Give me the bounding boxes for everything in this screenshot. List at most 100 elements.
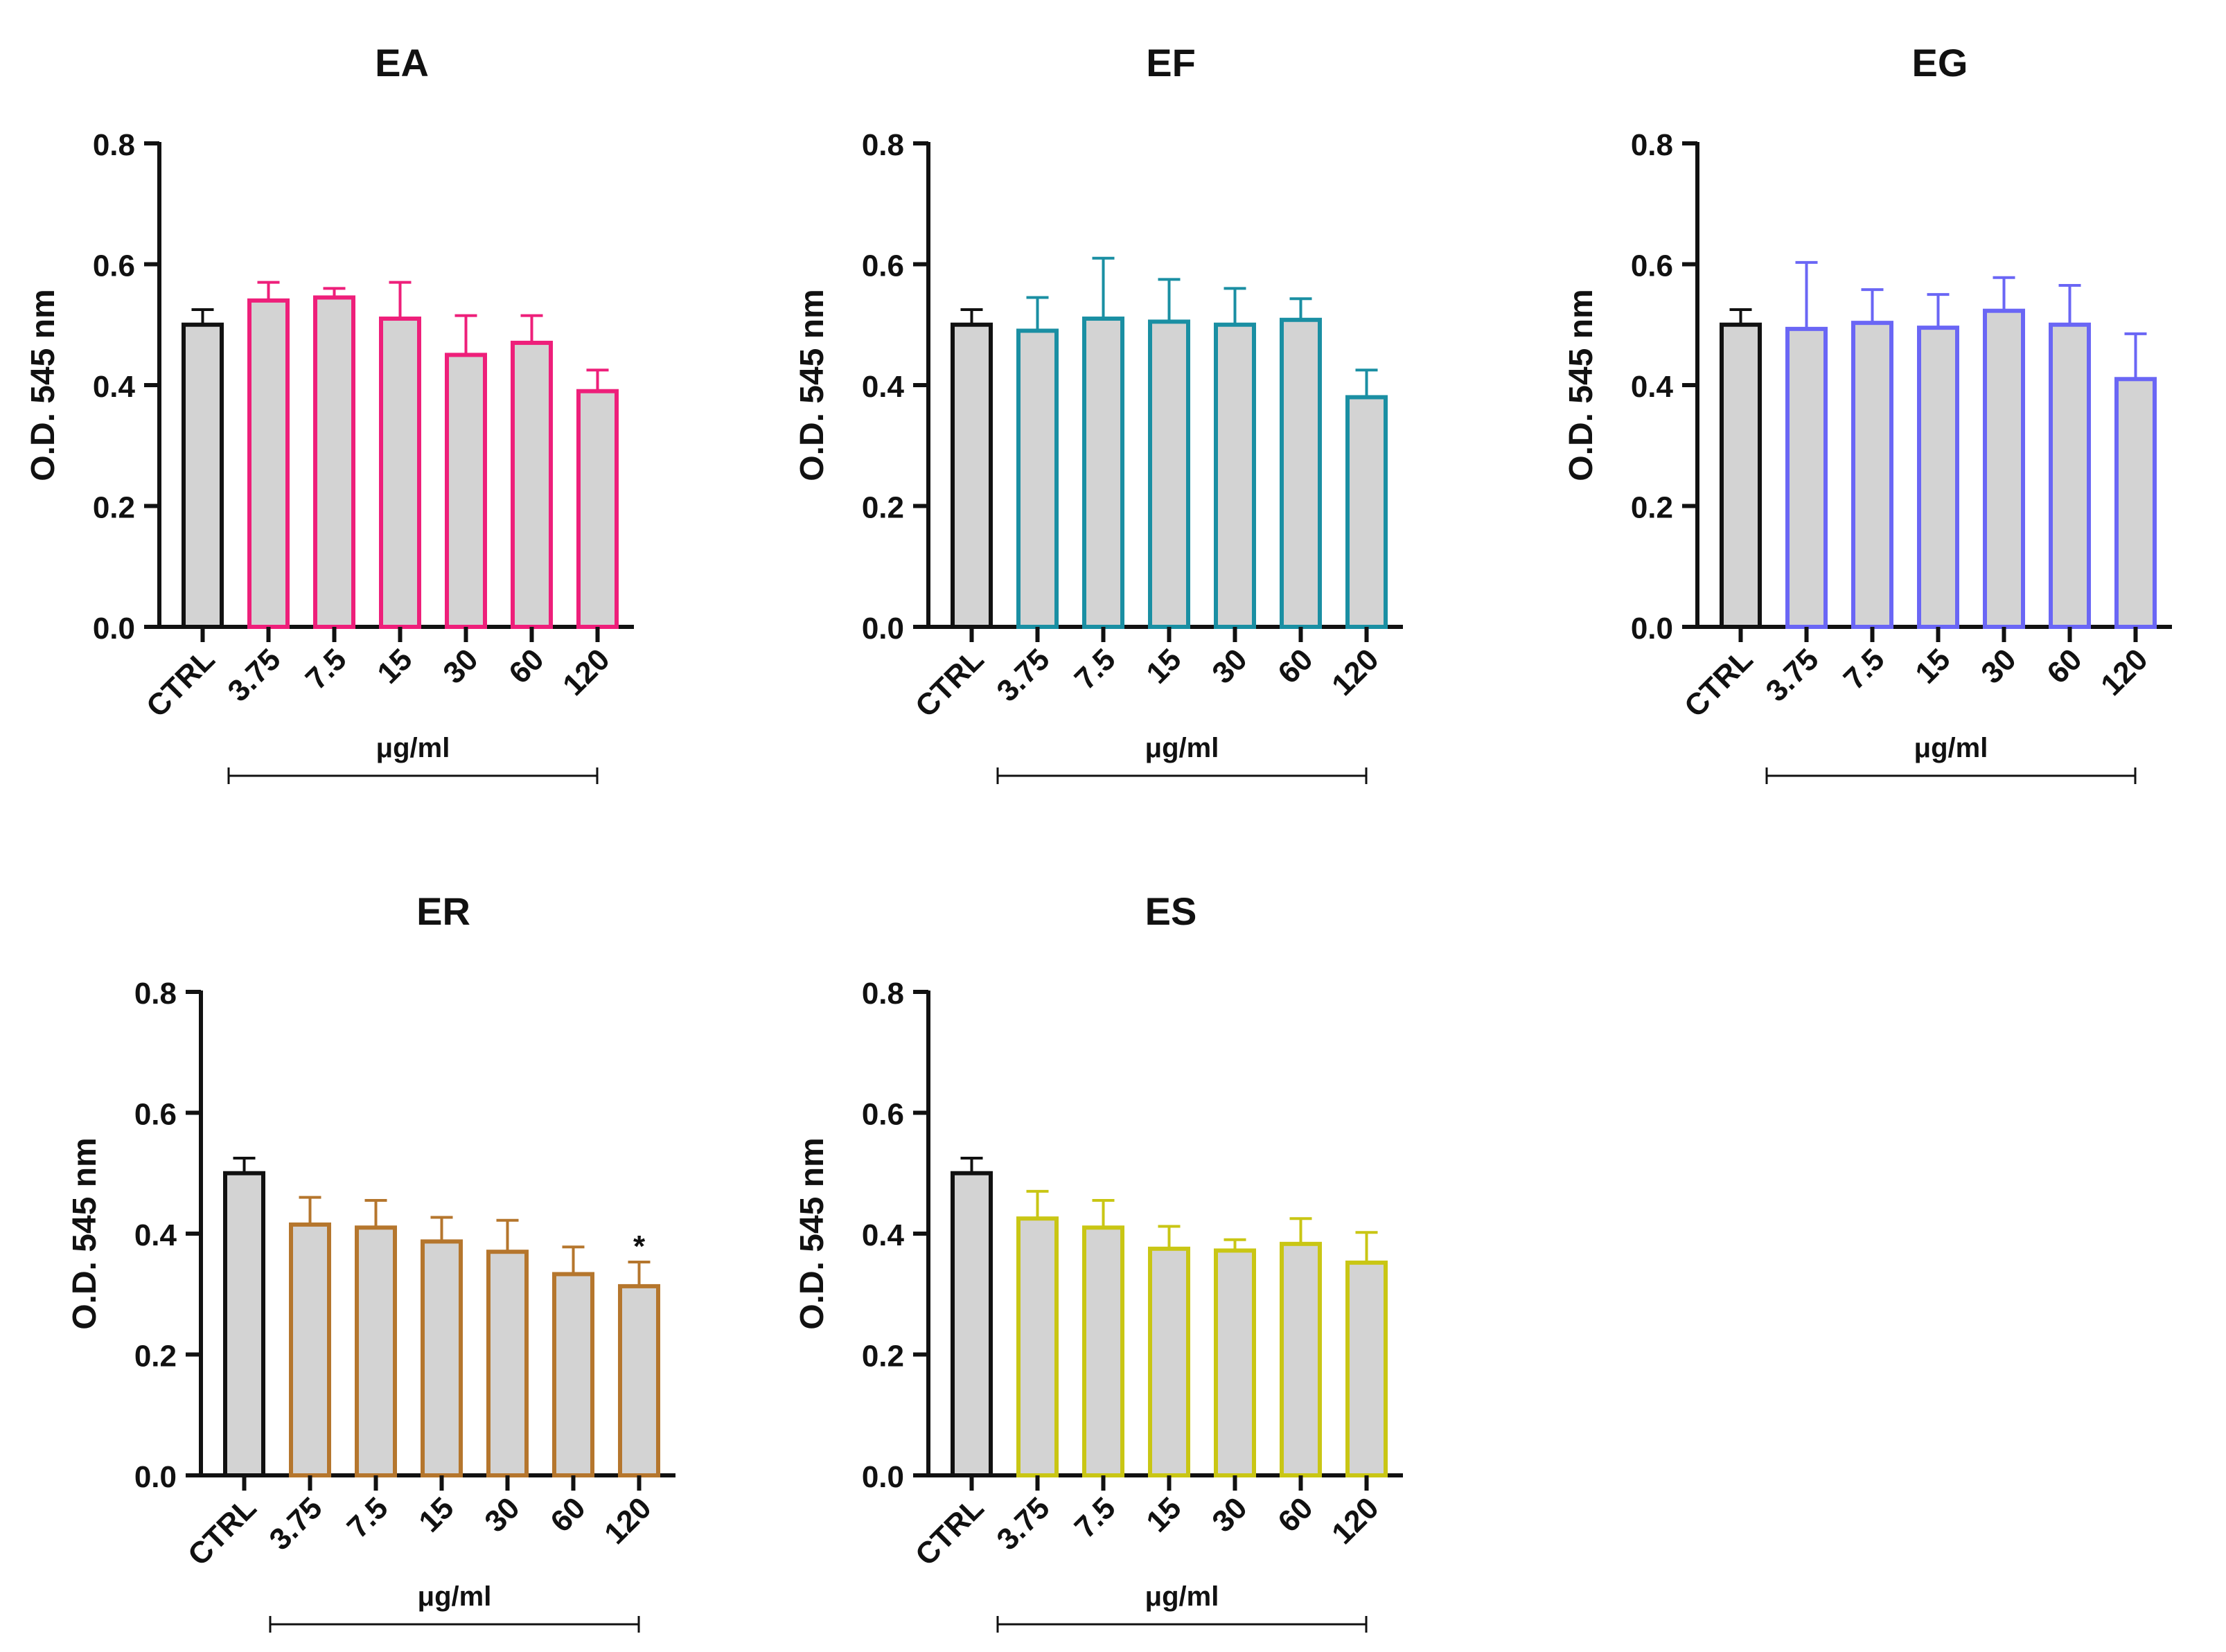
y-tick-label: 0.4 — [862, 370, 905, 404]
x-tick-label: 3.75 — [221, 642, 287, 708]
x-tick-label: 15 — [412, 1491, 460, 1538]
bar-er-3 — [421, 1239, 463, 1478]
bar-ea-2 — [313, 295, 355, 629]
y-tick-label: 0.0 — [862, 1460, 904, 1494]
concentration-unit-label: μg/ml — [376, 733, 450, 763]
x-tick-label: 120 — [598, 1491, 658, 1551]
y-tick-label: 0.8 — [862, 977, 904, 1011]
bar-eg-5 — [2049, 322, 2091, 629]
significance-marker: * — [633, 1229, 646, 1263]
x-tick-label: 15 — [1140, 642, 1187, 690]
x-tick-label: 30 — [1205, 1491, 1253, 1538]
x-tick-label: 3.75 — [990, 642, 1056, 708]
bar-ea-3 — [379, 317, 421, 629]
y-tick-label: 0.6 — [862, 249, 904, 283]
y-tick-label: 0.8 — [862, 128, 904, 162]
x-tick-label: 7.5 — [1068, 642, 1122, 696]
x-tick-label: CTRL — [909, 1491, 991, 1572]
x-tick-label: CTRL — [909, 642, 991, 724]
concentration-unit-label: μg/ml — [1145, 733, 1219, 763]
bar-ef-3 — [1148, 319, 1190, 629]
x-tick-label: 15 — [1140, 1491, 1187, 1538]
y-axis-label: O.D. 545 nm — [25, 289, 62, 481]
y-axis-label: O.D. 545 nm — [1563, 289, 1600, 481]
x-tick-label: 3.75 — [990, 1491, 1056, 1556]
x-tick-label: 30 — [1205, 642, 1253, 690]
x-tick-label: 7.5 — [299, 642, 353, 696]
x-tick-label: 15 — [1909, 642, 1956, 690]
x-tick-label: 30 — [478, 1491, 526, 1538]
bar-ea-4 — [445, 353, 487, 629]
y-axis-label: O.D. 545 nm — [794, 1137, 831, 1329]
y-tick-label: 0.6 — [862, 1098, 904, 1132]
x-tick-label: 30 — [436, 642, 484, 690]
y-tick-label: 0.2 — [1631, 491, 1673, 525]
bar-ea-1 — [247, 298, 290, 629]
y-tick-label: 0.6 — [1631, 249, 1673, 283]
bar-es-3 — [1148, 1246, 1190, 1477]
x-tick-label: 15 — [371, 642, 418, 690]
chart-panel-es: ES O.D. 545 nm 0.0 0.2 0.4 0.6 0.8 CTRL 3.75 7.5 1… — [794, 889, 1403, 1633]
chart-title: EA — [375, 41, 429, 85]
bar-ef-5 — [1280, 317, 1322, 629]
x-tick-label: 7.5 — [341, 1491, 395, 1545]
bar-es-2 — [1082, 1225, 1124, 1478]
y-tick-label: 0.4 — [134, 1218, 177, 1252]
y-tick-label: 0.0 — [93, 612, 135, 646]
chart-title: EG — [1912, 41, 1968, 85]
bar-es-6 — [1345, 1260, 1388, 1477]
x-tick-label: 120 — [556, 642, 617, 702]
y-tick-label: 0.0 — [1631, 612, 1673, 646]
y-tick-label: 0.8 — [1631, 128, 1673, 162]
chart-panel-ea: EA O.D. 545 nm 0.0 0.2 0.4 0.6 0.8 CTRL 3.75 7.5 1… — [25, 41, 634, 784]
x-tick-label: CTRL — [1678, 642, 1760, 724]
bar-ef-4 — [1214, 322, 1256, 629]
y-tick-label: 0.6 — [93, 249, 135, 283]
y-tick-label: 0.2 — [862, 491, 904, 525]
bar-er-2 — [355, 1225, 397, 1478]
bar-er-1 — [289, 1222, 331, 1477]
y-tick-label: 0.8 — [134, 977, 177, 1011]
y-tick-label: 0.2 — [93, 491, 135, 525]
bar-es-5 — [1280, 1241, 1322, 1478]
x-tick-label: 120 — [2094, 642, 2155, 702]
y-axis-label: O.D. 545 nm — [67, 1137, 103, 1329]
bar-ef-0 — [951, 322, 993, 629]
bar-eg-1 — [1785, 326, 1828, 629]
x-tick-label: 3.75 — [1759, 642, 1825, 708]
x-tick-label: 60 — [2040, 642, 2088, 690]
x-tick-label: 60 — [1271, 1491, 1319, 1538]
bar-eg-4 — [1983, 308, 2025, 629]
chart-panel-eg: EG O.D. 545 nm 0.0 0.2 0.4 0.6 0.8 CTRL 3.75 7.5 1… — [1563, 41, 2172, 784]
x-tick-label: 7.5 — [1837, 642, 1891, 696]
bar-er-5 — [552, 1272, 594, 1478]
y-tick-label: 0.4 — [1631, 370, 1674, 404]
x-tick-label: 60 — [1271, 642, 1319, 690]
x-tick-label: CTRL — [182, 1491, 263, 1572]
concentration-unit-label: μg/ml — [1914, 733, 1988, 763]
y-tick-label: 0.2 — [134, 1340, 177, 1374]
y-tick-label: 0.4 — [93, 370, 136, 404]
chart-title: ER — [416, 889, 470, 933]
bar-es-0 — [951, 1171, 993, 1477]
concentration-unit-label: μg/ml — [1145, 1581, 1219, 1612]
concentration-unit-label: μg/ml — [418, 1581, 492, 1612]
y-tick-label: 0.0 — [862, 612, 904, 646]
chart-title: EF — [1146, 41, 1196, 85]
bar-ef-2 — [1082, 317, 1124, 629]
chart-panel-ef: EF O.D. 545 nm 0.0 0.2 0.4 0.6 0.8 CTRL 3.75 7.5 1… — [794, 41, 1403, 784]
bar-ef-6 — [1345, 395, 1388, 629]
bar-ea-5 — [511, 340, 553, 629]
x-tick-label: 7.5 — [1068, 1491, 1122, 1545]
y-tick-label: 0.0 — [134, 1460, 177, 1494]
bar-eg-6 — [2114, 377, 2157, 630]
y-tick-label: 0.8 — [93, 128, 135, 162]
bar-er-4 — [486, 1250, 529, 1477]
bar-ea-0 — [182, 322, 224, 629]
x-tick-label: CTRL — [140, 642, 222, 724]
bar-eg-3 — [1917, 326, 1959, 629]
y-tick-label: 0.2 — [862, 1340, 904, 1374]
y-tick-label: 0.4 — [862, 1218, 905, 1252]
bar-eg-0 — [1720, 322, 1762, 629]
